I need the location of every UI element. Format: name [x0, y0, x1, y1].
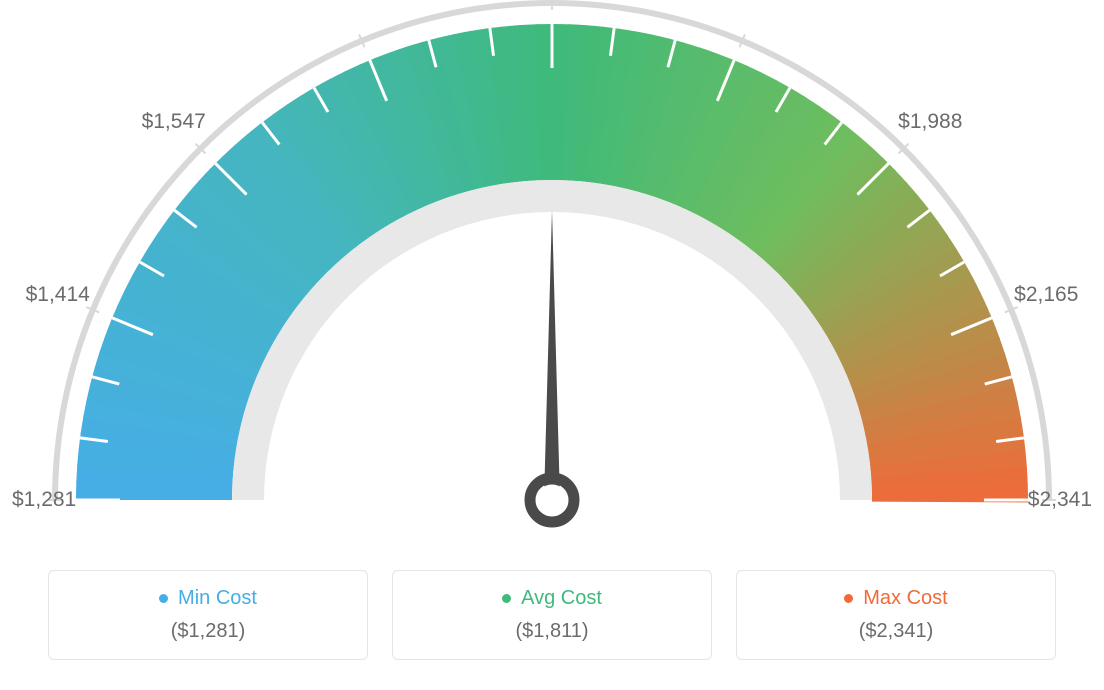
- dot-icon: [159, 594, 168, 603]
- gauge-tick-label: $2,165: [1014, 283, 1078, 307]
- gauge-tick-label: $1,414: [26, 283, 90, 307]
- min-cost-card: Min Cost ($1,281): [48, 570, 368, 660]
- gauge-chart-container: $1,281$1,414$1,547$1,811$1,988$2,165$2,3…: [0, 0, 1104, 690]
- gauge-tick-label: $1,281: [12, 488, 76, 512]
- dot-icon: [502, 594, 511, 603]
- gauge-tick-label: $1,988: [898, 110, 962, 134]
- min-cost-header: Min Cost: [159, 587, 257, 610]
- max-cost-card: Max Cost ($2,341): [736, 570, 1056, 660]
- gauge-svg: [0, 0, 1104, 560]
- min-cost-title: Min Cost: [178, 587, 257, 610]
- min-cost-value: ($1,281): [171, 620, 246, 643]
- max-cost-header: Max Cost: [844, 587, 947, 610]
- dot-icon: [844, 594, 853, 603]
- avg-cost-title: Avg Cost: [521, 587, 602, 610]
- gauge-tick-label: $2,341: [1028, 488, 1092, 512]
- avg-cost-header: Avg Cost: [502, 587, 602, 610]
- gauge-tick-label: $1,547: [142, 110, 206, 134]
- summary-cards: Min Cost ($1,281) Avg Cost ($1,811) Max …: [0, 570, 1104, 660]
- max-cost-value: ($2,341): [859, 620, 934, 643]
- gauge-area: $1,281$1,414$1,547$1,811$1,988$2,165$2,3…: [0, 0, 1104, 560]
- max-cost-title: Max Cost: [863, 587, 947, 610]
- avg-cost-card: Avg Cost ($1,811): [392, 570, 712, 660]
- avg-cost-value: ($1,811): [515, 620, 588, 643]
